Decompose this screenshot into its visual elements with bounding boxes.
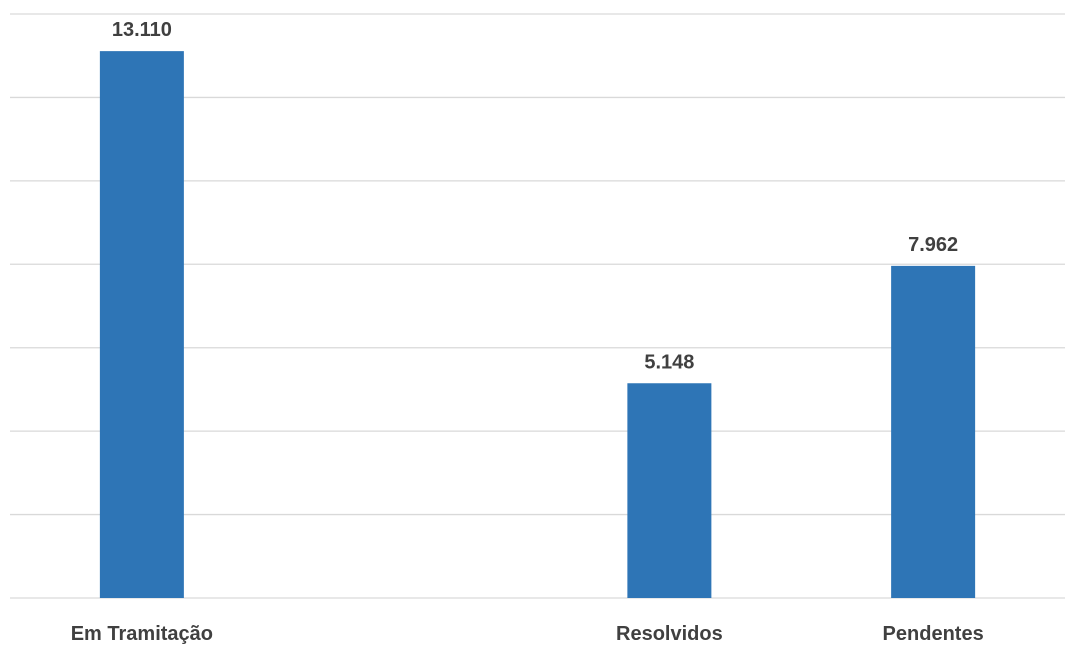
gridlines xyxy=(10,13,1065,599)
data-labels: 13.110 5.148 7.962 xyxy=(112,19,958,373)
bar xyxy=(627,383,712,598)
bar xyxy=(99,51,184,598)
category-labels: Em Tramitação Resolvidos Pendentes xyxy=(71,623,984,645)
bars xyxy=(99,51,976,598)
category-label: Em Tramitação xyxy=(71,623,213,645)
data-label: 7.962 xyxy=(908,234,958,256)
category-label: Pendentes xyxy=(883,623,984,645)
bar xyxy=(891,265,976,598)
data-label: 5.148 xyxy=(644,351,694,373)
category-label: Resolvidos xyxy=(616,623,723,645)
data-label: 13.110 xyxy=(112,19,172,41)
